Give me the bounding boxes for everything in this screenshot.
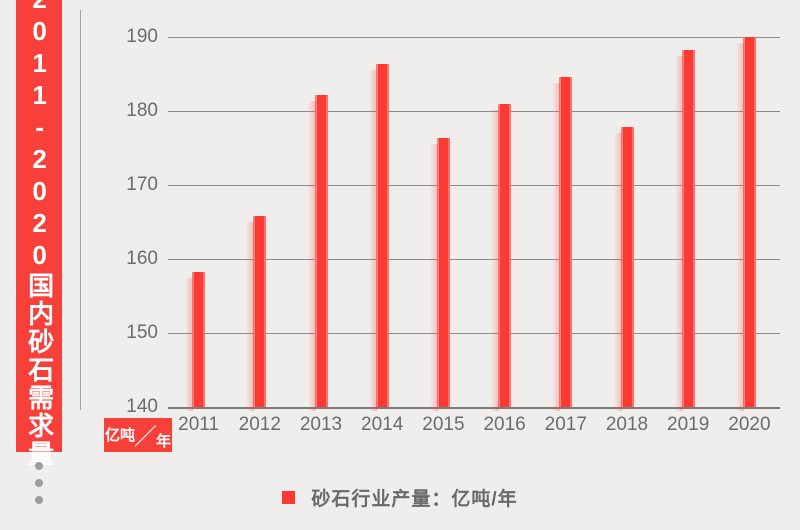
x-tick-label-2011: 2011 bbox=[178, 414, 220, 435]
y-axis-unit-badge: 亿吨 ／ 年 bbox=[104, 418, 172, 452]
decorative-dots bbox=[32, 462, 46, 504]
bar-2011[interactable] bbox=[185, 272, 206, 411]
bar-highlight-right bbox=[264, 216, 267, 407]
y-tick-label: 190 bbox=[126, 26, 158, 47]
bar-highlight-right bbox=[753, 37, 756, 407]
y-tick-label: 150 bbox=[126, 322, 158, 343]
y-tick-label: 170 bbox=[126, 174, 158, 195]
dot-icon bbox=[35, 462, 43, 470]
y-tick-label: 140 bbox=[126, 396, 158, 417]
bar-highlight bbox=[253, 216, 256, 407]
bar-highlight bbox=[681, 50, 684, 407]
x-tick-label-2016: 2016 bbox=[483, 414, 526, 435]
bar-highlight bbox=[314, 94, 317, 407]
bar-2014[interactable] bbox=[368, 63, 389, 412]
bar-2015[interactable] bbox=[429, 138, 450, 411]
bar-2013[interactable] bbox=[307, 94, 328, 412]
bar-2018[interactable] bbox=[613, 127, 634, 411]
gridline-160 bbox=[168, 259, 780, 260]
bar-highlight bbox=[620, 127, 623, 407]
legend-item-label: 砂石行业产量：亿吨/年 bbox=[311, 489, 518, 510]
x-tick-label-2017: 2017 bbox=[544, 414, 587, 435]
plot-area bbox=[168, 37, 780, 412]
bar-2019[interactable] bbox=[674, 50, 695, 411]
bar-highlight-right bbox=[325, 94, 328, 407]
gridline-180 bbox=[168, 111, 780, 112]
x-axis: 2011 2012 2013 2014 2015 2016 2017 2018 2019 2020 bbox=[168, 414, 780, 446]
bar-2016[interactable] bbox=[491, 103, 512, 412]
bar-highlight-right bbox=[203, 272, 206, 407]
gridline-170 bbox=[168, 185, 780, 186]
bar-highlight bbox=[192, 272, 195, 407]
x-tick-label-2018: 2018 bbox=[605, 414, 649, 435]
bar-highlight-right bbox=[631, 127, 634, 407]
gridline-150 bbox=[168, 333, 780, 334]
bar-highlight bbox=[498, 103, 501, 407]
bar-highlight-right bbox=[692, 50, 695, 407]
unit-denominator: 年 bbox=[156, 433, 172, 450]
bar-highlight bbox=[375, 63, 378, 407]
x-tick-label-2019: 2019 bbox=[667, 414, 710, 435]
bar-highlight bbox=[436, 138, 439, 407]
bar-highlight-right bbox=[386, 63, 389, 407]
y-tick-label: 180 bbox=[126, 100, 158, 121]
bar-highlight-right bbox=[570, 76, 573, 407]
bar-highlight bbox=[742, 37, 745, 407]
unit-numerator: 亿吨 bbox=[104, 426, 135, 444]
x-tick-label-2014: 2014 bbox=[361, 414, 404, 435]
x-tick-label-2020: 2020 bbox=[728, 414, 771, 435]
y-tick-label: 160 bbox=[126, 248, 158, 269]
red-square-marker-icon bbox=[282, 491, 296, 504]
bar-2017[interactable] bbox=[552, 76, 573, 412]
page-title: 2011-2020国内砂石需求量 bbox=[24, 0, 55, 468]
gridline-190 bbox=[168, 37, 780, 38]
bar-2012[interactable] bbox=[246, 216, 267, 411]
y-axis: 140 150 160 170 180 190 bbox=[94, 26, 158, 417]
unit-slash: ／ bbox=[134, 422, 157, 449]
bar-highlight bbox=[559, 76, 562, 407]
gridline-140 bbox=[168, 407, 780, 409]
dot-icon bbox=[35, 496, 43, 504]
dot-icon bbox=[35, 479, 43, 487]
x-tick-label-2015: 2015 bbox=[422, 414, 465, 435]
bar-highlight-right bbox=[509, 103, 512, 407]
bar-highlight-right bbox=[447, 138, 450, 407]
vertical-divider bbox=[80, 10, 81, 410]
chart-legend: 砂石行业产量：亿吨/年 bbox=[0, 484, 800, 511]
sidebar-title-banner: 2011-2020国内砂石需求量 bbox=[16, 0, 62, 468]
x-tick-label-2012: 2012 bbox=[238, 414, 281, 435]
bar-2020[interactable] bbox=[735, 37, 756, 411]
x-tick-label-2013: 2013 bbox=[299, 414, 343, 435]
